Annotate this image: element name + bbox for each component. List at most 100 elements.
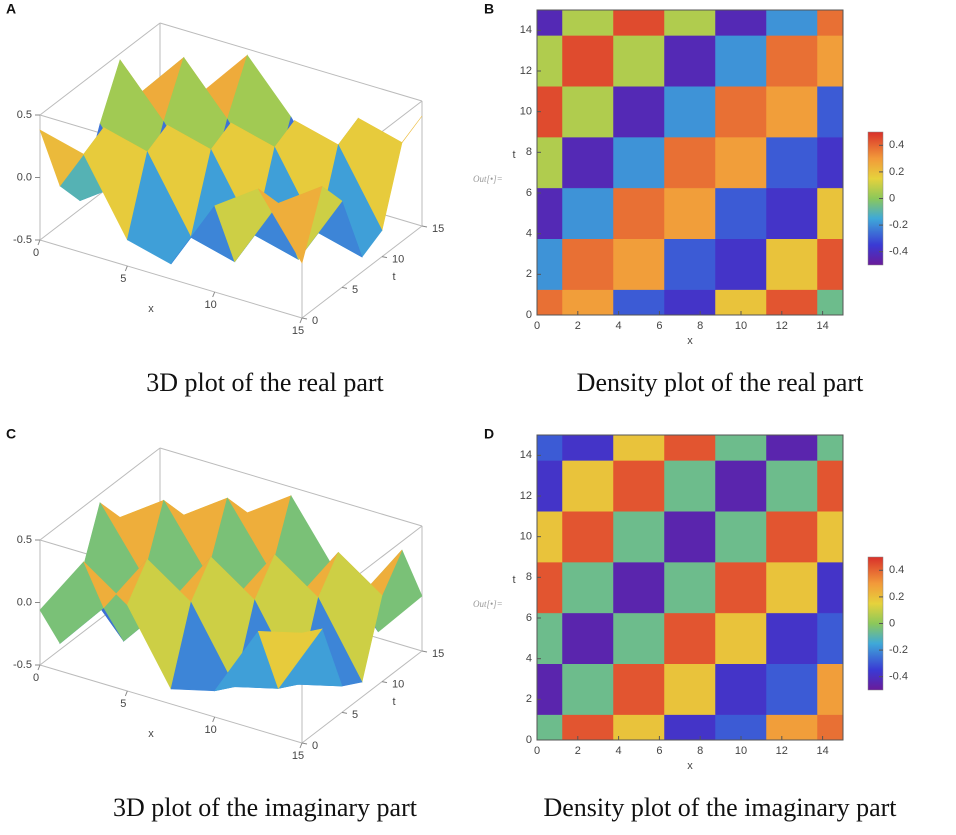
colorbar-tick-label: -0.2 bbox=[889, 219, 908, 231]
out-label: Out[•]= bbox=[473, 174, 503, 184]
density-cell bbox=[664, 511, 716, 563]
density-cell bbox=[536, 561, 563, 614]
density-cell bbox=[536, 714, 563, 741]
panel: B 0 2 4 6 8 10 12 14 0 2 4 6 8 10 12 14 x t Out[•]= -0.4 -0.2… bbox=[473, 1, 908, 397]
y-tick-label: 4 bbox=[526, 653, 532, 665]
x-tick-label: 14 bbox=[816, 745, 828, 757]
out-label: Out[•]= bbox=[473, 599, 503, 609]
density-cell bbox=[766, 187, 818, 240]
colorbar-tick-label: 0 bbox=[889, 192, 895, 204]
colorbar-tick-label: 0.4 bbox=[889, 139, 904, 151]
x-tick-label: 2 bbox=[575, 320, 581, 332]
panel-label: B bbox=[484, 1, 494, 17]
x-tick-label: 15 bbox=[292, 750, 304, 762]
density-cell bbox=[613, 187, 665, 240]
density-cell bbox=[766, 460, 818, 512]
density-cell bbox=[715, 35, 767, 87]
density-cell bbox=[715, 612, 767, 665]
density-cell bbox=[536, 35, 563, 87]
box-edge bbox=[159, 447, 423, 527]
box-edge bbox=[301, 225, 423, 319]
x-tick-label: 5 bbox=[120, 273, 126, 285]
density-cell bbox=[562, 86, 614, 138]
y-tick-label: 10 bbox=[392, 254, 404, 266]
y-tick bbox=[381, 681, 388, 684]
y-axis-label: t bbox=[392, 696, 395, 708]
x-tick-label: 10 bbox=[205, 724, 217, 736]
caption: Density plot of the imaginary part bbox=[543, 793, 897, 822]
density-cell bbox=[766, 663, 818, 715]
x-tick-label: 4 bbox=[616, 320, 622, 332]
y-tick-label: 10 bbox=[520, 531, 532, 543]
z-tick-label: 0.5 bbox=[17, 109, 32, 121]
density-cell bbox=[664, 612, 716, 665]
x-tick-label: 14 bbox=[816, 320, 828, 332]
density-cell bbox=[817, 289, 844, 316]
density-cell bbox=[562, 9, 614, 36]
density-cell bbox=[664, 136, 716, 189]
y-tick-label: 0 bbox=[312, 740, 318, 752]
y-tick-label: 0 bbox=[312, 315, 318, 327]
x-tick-label: 8 bbox=[697, 745, 703, 757]
density-cell bbox=[715, 561, 767, 614]
density-cell bbox=[715, 511, 767, 563]
box-edge bbox=[301, 650, 423, 744]
x-tick-label: 10 bbox=[735, 320, 747, 332]
density-cell bbox=[562, 434, 614, 461]
z-tick-label: 0.0 bbox=[17, 596, 32, 608]
colorbar-tick-label: 0.4 bbox=[889, 564, 904, 576]
density-cell bbox=[613, 86, 665, 138]
y-tick-label: 15 bbox=[432, 223, 444, 235]
density-cell bbox=[664, 238, 716, 290]
caption: Density plot of the real part bbox=[577, 368, 864, 397]
density-cell bbox=[766, 511, 818, 563]
density-cell bbox=[715, 434, 767, 461]
density-cell bbox=[817, 663, 844, 715]
box-edge bbox=[39, 239, 303, 319]
x-tick-label: 6 bbox=[656, 745, 662, 757]
density-cell bbox=[817, 9, 844, 36]
density-cell bbox=[817, 187, 844, 240]
colorbar-tick-label: -0.4 bbox=[889, 246, 908, 258]
density-cell bbox=[536, 612, 563, 665]
x-tick-label: 5 bbox=[120, 698, 126, 710]
density-cell bbox=[664, 289, 716, 316]
density-cell bbox=[536, 434, 563, 461]
x-tick bbox=[212, 716, 216, 723]
density-cell bbox=[766, 612, 818, 665]
x-tick-label: 10 bbox=[735, 745, 747, 757]
y-tick bbox=[421, 650, 428, 653]
y-axis-label: t bbox=[512, 574, 515, 586]
panel-label: C bbox=[6, 426, 16, 442]
density-cell bbox=[817, 460, 844, 512]
density-cell bbox=[715, 289, 767, 316]
z-tick-label: -0.5 bbox=[13, 659, 32, 671]
z-tick-label: -0.5 bbox=[13, 234, 32, 246]
y-tick-label: 8 bbox=[526, 146, 532, 158]
density-cell bbox=[613, 238, 665, 290]
density-cell bbox=[613, 460, 665, 512]
y-tick-label: 6 bbox=[526, 187, 532, 199]
density-cell bbox=[766, 35, 818, 87]
density-cell bbox=[562, 511, 614, 563]
colorbar-tick-label: 0 bbox=[889, 617, 895, 629]
y-tick-label: 5 bbox=[352, 284, 358, 296]
density-cell bbox=[817, 238, 844, 290]
density-cell bbox=[817, 136, 844, 189]
caption: 3D plot of the real part bbox=[146, 368, 384, 397]
x-axis-label: x bbox=[148, 303, 154, 315]
y-tick bbox=[341, 711, 348, 714]
y-tick bbox=[301, 317, 308, 320]
density-cell bbox=[562, 187, 614, 240]
y-axis-label: t bbox=[512, 149, 515, 161]
density-cell bbox=[817, 511, 844, 563]
density-cell bbox=[766, 434, 818, 461]
box-edge bbox=[39, 22, 161, 116]
density-cell bbox=[715, 136, 767, 189]
y-tick bbox=[341, 286, 348, 289]
y-tick-label: 6 bbox=[526, 612, 532, 624]
y-tick bbox=[301, 742, 308, 745]
x-tick-label: 12 bbox=[776, 745, 788, 757]
x-axis-label: x bbox=[687, 335, 693, 347]
